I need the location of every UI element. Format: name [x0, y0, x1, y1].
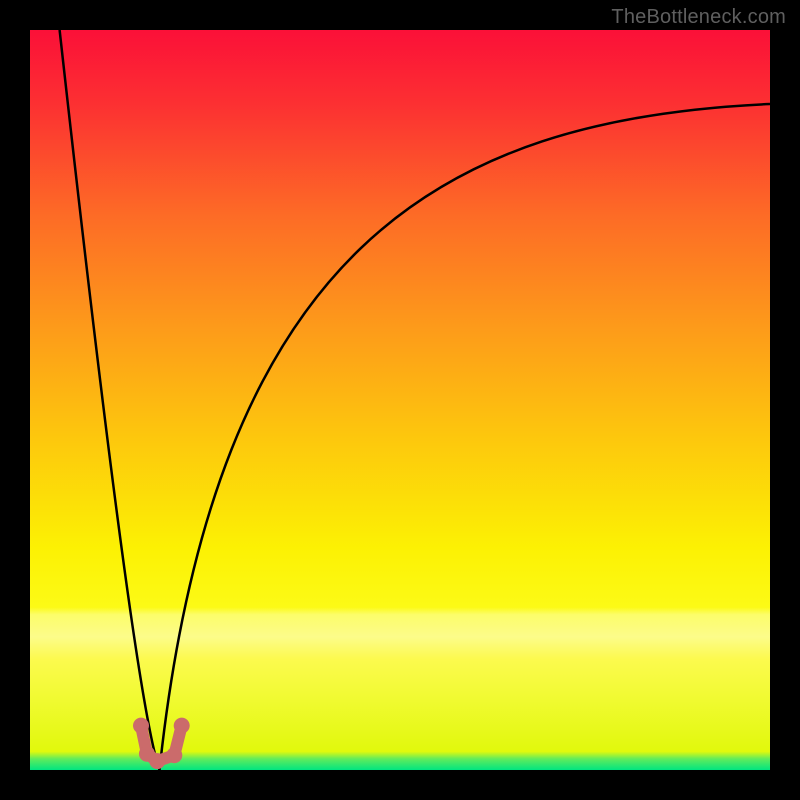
- chart-frame: TheBottleneck.com: [0, 0, 800, 800]
- valley-marker: [149, 753, 165, 769]
- chart-svg: [30, 30, 770, 770]
- bottleneck-curve-right: [160, 104, 771, 770]
- chart-background: [30, 30, 770, 770]
- bottleneck-curve-left: [60, 30, 160, 770]
- valley-marker: [174, 718, 190, 734]
- valley-markers: [133, 718, 190, 770]
- watermark-text: TheBottleneck.com: [611, 6, 786, 29]
- valley-connector: [141, 726, 182, 762]
- valley-marker: [139, 746, 155, 762]
- valley-marker: [133, 718, 149, 734]
- valley-marker: [166, 747, 182, 763]
